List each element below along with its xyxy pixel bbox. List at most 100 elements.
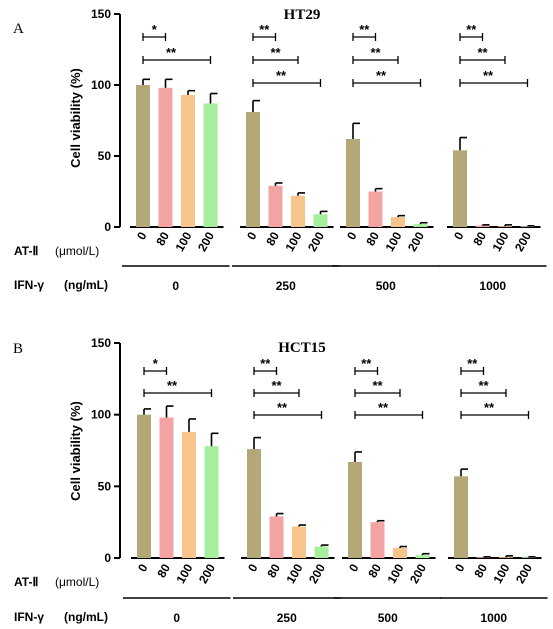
dose-label: 200: [512, 229, 534, 254]
bar: [158, 87, 173, 227]
ifn-dose-label: 0: [172, 279, 179, 293]
dose-label: 200: [405, 229, 427, 254]
significance-label: **: [478, 378, 489, 393]
bar: [313, 214, 328, 227]
bar: [393, 547, 407, 558]
bar: [415, 555, 430, 558]
y-tick-label: 100: [91, 78, 111, 92]
bar: [269, 516, 284, 558]
dose-label: 0: [451, 229, 467, 242]
significance-label: **: [361, 356, 372, 371]
bar: [204, 446, 219, 558]
significance-label: **: [467, 356, 478, 371]
significance-label: **: [277, 400, 288, 415]
bar: [137, 414, 151, 558]
panel-b-letter: B: [13, 341, 23, 357]
dose-label: 100: [173, 561, 195, 586]
dose-label: 80: [263, 229, 282, 248]
bar: [291, 195, 305, 227]
y-tick-label: 50: [98, 149, 112, 163]
bar: [370, 522, 385, 558]
y-tick-label: 150: [91, 7, 111, 21]
dose-label: 100: [382, 229, 404, 254]
bar: [268, 185, 283, 227]
y-tick-label: 100: [91, 408, 111, 422]
bar: [314, 546, 329, 558]
bar: [413, 224, 428, 227]
dose-label: 80: [363, 229, 382, 248]
ifn-dose-label: 500: [376, 279, 396, 293]
dose-label: 100: [384, 561, 406, 586]
significance-label: **: [276, 68, 287, 83]
significance-label: **: [359, 22, 370, 37]
dose-label: 200: [195, 229, 217, 254]
dose-label: 0: [245, 561, 261, 574]
panel-a-ifn-unit: (ng/mL): [64, 278, 108, 292]
significance-label: **: [259, 22, 270, 37]
significance-label: **: [372, 378, 383, 393]
ifn-dose-label: 0: [173, 611, 180, 625]
y-tick-label: 50: [98, 479, 112, 493]
bar: [182, 431, 196, 558]
dose-label: 80: [153, 229, 172, 248]
bar: [136, 85, 150, 227]
panel-b-at-unit: (μmol/L): [55, 575, 99, 589]
bar: [247, 449, 261, 558]
dose-label: 80: [470, 229, 489, 248]
dose-label: 100: [283, 561, 305, 586]
ifn-dose-label: 1000: [479, 279, 506, 293]
significance-label: **: [166, 45, 177, 60]
bar: [454, 476, 468, 558]
panel-a-at-label: AT-Ⅱ: [14, 244, 38, 258]
panel-b-ifn-label: IFN-γ: [14, 610, 44, 624]
significance-label: **: [167, 378, 178, 393]
dose-label: 0: [244, 229, 260, 242]
y-tick-label: 0: [104, 220, 111, 234]
significance-label: *: [153, 356, 159, 371]
dose-label: 200: [407, 561, 429, 586]
significance-label: **: [378, 400, 389, 415]
panel-a-title: HT29: [284, 7, 321, 23]
ifn-dose-label: 250: [277, 611, 297, 625]
bar: [368, 191, 383, 227]
significance-label: **: [483, 68, 494, 83]
dose-label: 200: [305, 229, 327, 254]
dose-label: 100: [490, 561, 512, 586]
dose-label: 80: [365, 561, 384, 580]
ifn-dose-label: 250: [276, 279, 296, 293]
significance-label: **: [477, 45, 488, 60]
bar: [181, 94, 195, 227]
bar: [499, 557, 513, 558]
bar: [498, 226, 512, 227]
dose-label: 0: [452, 561, 468, 574]
significance-label: *: [152, 22, 158, 37]
bar: [292, 526, 306, 558]
significance-label: **: [466, 22, 477, 37]
panel-b-ifn-unit: (ng/mL): [64, 610, 108, 624]
dose-label: 200: [513, 561, 535, 586]
dose-label: 100: [172, 229, 194, 254]
significance-label: **: [271, 378, 282, 393]
dose-label: 80: [471, 561, 490, 580]
dose-label: 200: [306, 561, 328, 586]
panel-b-title: HCT15: [278, 340, 326, 356]
dose-label: 100: [489, 229, 511, 254]
dose-label: 200: [196, 561, 218, 586]
panel-b-y-axis-label: Cell viability (%): [68, 401, 83, 501]
bar: [346, 138, 360, 227]
panel-a-at-unit: (μmol/L): [55, 244, 99, 258]
bar: [246, 111, 260, 227]
dose-label: 0: [134, 229, 150, 242]
y-tick-label: 150: [91, 336, 111, 350]
significance-label: **: [370, 45, 381, 60]
y-tick-label: 0: [104, 551, 111, 565]
bar: [475, 225, 490, 227]
ifn-dose-label: 1000: [480, 611, 507, 625]
bar: [159, 417, 174, 558]
dose-label: 0: [344, 229, 360, 242]
